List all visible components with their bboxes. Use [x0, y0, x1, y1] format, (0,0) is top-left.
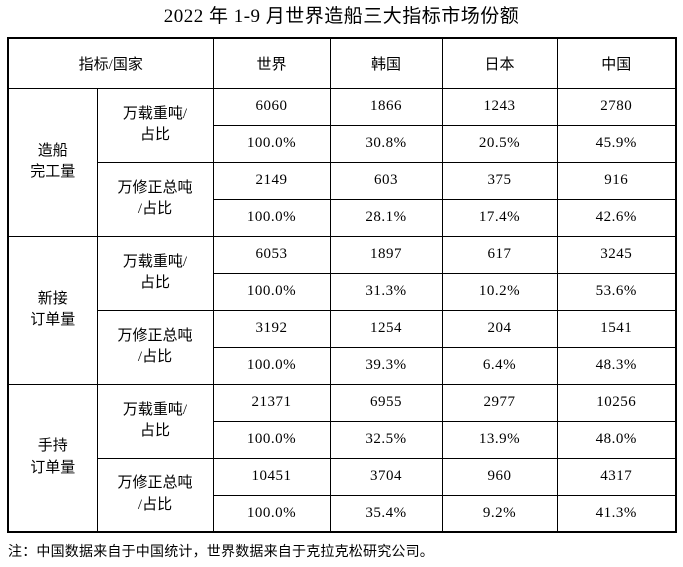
- value-cell: 375: [441, 161, 558, 200]
- share-cell: 13.9%: [441, 420, 558, 459]
- sub-label-dwt: 万载重吨/ 占比: [96, 383, 214, 459]
- group-name-line: 订单量: [30, 312, 76, 329]
- sub-label-line: 占比: [139, 423, 170, 440]
- sub-label-line: 万修正总吨: [117, 327, 193, 344]
- value-cell: 3704: [329, 457, 443, 496]
- value-cell: 6060: [212, 87, 331, 126]
- sub-label-line: 万修正总吨: [117, 179, 193, 196]
- value-cell: 10256: [556, 383, 677, 422]
- value-cell: 2780: [556, 87, 677, 126]
- footnote: 注：中国数据来自于中国统计，世界数据来自于克拉克松研究公司。: [8, 545, 434, 561]
- sub-label-line: 万修正总吨: [117, 475, 193, 492]
- value-cell: 21371: [212, 383, 331, 422]
- table-row: 100.0% 31.3% 10.2% 53.6%: [8, 272, 677, 311]
- value-cell: 603: [329, 161, 443, 200]
- share-cell: 28.1%: [329, 198, 443, 237]
- group-cell-new-orders: 新接 订单量: [7, 235, 98, 385]
- share-cell: 100.0%: [212, 494, 331, 533]
- table-row: 万修正总吨 /占比 3192 1254 204 1541: [8, 309, 677, 385]
- table-row: 手持 订单量 万载重吨/ 占比 21371 6955 2977 10256: [7, 383, 677, 533]
- share-cell: 31.3%: [329, 272, 443, 311]
- share-cell: 42.6%: [556, 198, 677, 237]
- group-name-line: 手持: [37, 438, 68, 455]
- sub-label-dwt: 万载重吨/ 占比: [96, 87, 214, 163]
- table-row: 万修正总吨 /占比 2149 603 375 916: [8, 161, 677, 237]
- share-cell: 100.0%: [212, 124, 331, 163]
- share-cell: 6.4%: [441, 346, 558, 385]
- value-cell: 1243: [441, 87, 558, 126]
- sub-label-line: /占比: [137, 497, 173, 514]
- value-cell: 1254: [329, 309, 443, 348]
- group-name-line: 新接: [37, 290, 68, 307]
- value-cell: 1866: [329, 87, 443, 126]
- sub-label-cgt: 万修正总吨 /占比: [96, 309, 214, 385]
- value-cell: 1897: [329, 235, 443, 274]
- sub-label-line: 万载重吨/: [122, 401, 188, 418]
- value-cell: 3192: [212, 309, 331, 348]
- share-cell: 100.0%: [212, 420, 331, 459]
- value-cell: 204: [441, 309, 558, 348]
- sub-label-line: 占比: [139, 127, 170, 144]
- sub-label-line: /占比: [137, 201, 173, 218]
- value-cell: 617: [441, 235, 558, 274]
- share-cell: 100.0%: [212, 198, 331, 237]
- share-cell: 35.4%: [329, 494, 443, 533]
- share-cell: 30.8%: [329, 124, 443, 163]
- sub-label-line: /占比: [137, 349, 173, 366]
- col-header-world: 世界: [212, 37, 331, 89]
- value-cell: 10451: [212, 457, 331, 496]
- table-row: 100.0% 39.3% 6.4% 48.3%: [8, 346, 677, 385]
- share-cell: 10.2%: [441, 272, 558, 311]
- share-cell: 39.3%: [329, 346, 443, 385]
- sub-label-line: 万载重吨/: [122, 253, 188, 270]
- sub-label-cgt: 万修正总吨 /占比: [96, 161, 214, 237]
- group-cell-order-backlog: 手持 订单量: [7, 383, 98, 533]
- value-cell: 2977: [441, 383, 558, 422]
- sub-label-dwt: 万载重吨/ 占比: [96, 235, 214, 311]
- page-title: 2022 年 1-9 月世界造船三大指标市场份额: [163, 6, 520, 27]
- value-cell: 3245: [556, 235, 677, 274]
- share-cell: 9.2%: [441, 494, 558, 533]
- share-cell: 48.3%: [556, 346, 677, 385]
- table-row: 造船 完工量 万载重吨/ 占比 6060 1866 1243 2780: [7, 87, 677, 237]
- share-cell: 45.9%: [556, 124, 677, 163]
- table-row: 100.0% 35.4% 9.2% 41.3%: [8, 494, 677, 533]
- value-cell: 6955: [329, 383, 443, 422]
- value-cell: 6053: [212, 235, 331, 274]
- group-cell-completions: 造船 完工量: [7, 87, 98, 237]
- value-cell: 2149: [212, 161, 331, 200]
- table-row: 100.0% 30.8% 20.5% 45.9%: [8, 124, 677, 163]
- corner-header-cell: 指标/国家: [7, 37, 214, 89]
- sub-label-cgt: 万修正总吨 /占比: [96, 457, 214, 533]
- group-name-line: 订单量: [30, 460, 76, 477]
- col-header-japan: 日本: [441, 37, 558, 89]
- share-cell: 17.4%: [441, 198, 558, 237]
- group-name-line: 完工量: [30, 164, 76, 181]
- value-cell: 916: [556, 161, 677, 200]
- table-header-row: 指标/国家 世界 韩国 日本 中国: [7, 37, 677, 89]
- table-row: 新接 订单量 万载重吨/ 占比 6053 1897 617 3245: [7, 235, 677, 385]
- value-cell: 1541: [556, 309, 677, 348]
- share-cell: 41.3%: [556, 494, 677, 533]
- share-cell: 32.5%: [329, 420, 443, 459]
- share-cell: 48.0%: [556, 420, 677, 459]
- market-share-table: 指标/国家 世界 韩国 日本 中国 造船 完工量 万载重吨/ 占比 6060 1…: [7, 36, 677, 534]
- share-cell: 53.6%: [556, 272, 677, 311]
- group-name-line: 造船: [37, 142, 68, 159]
- table-row: 100.0% 28.1% 17.4% 42.6%: [8, 198, 677, 237]
- share-cell: 20.5%: [441, 124, 558, 163]
- table-row: 100.0% 32.5% 13.9% 48.0%: [8, 420, 677, 459]
- sub-label-line: 占比: [139, 275, 170, 292]
- col-header-korea: 韩国: [329, 37, 443, 89]
- sub-label-line: 万载重吨/: [122, 105, 188, 122]
- share-cell: 100.0%: [212, 272, 331, 311]
- col-header-china: 中国: [556, 37, 677, 89]
- share-cell: 100.0%: [212, 346, 331, 385]
- table-row: 万修正总吨 /占比 10451 3704 960 4317: [8, 457, 677, 533]
- value-cell: 960: [441, 457, 558, 496]
- value-cell: 4317: [556, 457, 677, 496]
